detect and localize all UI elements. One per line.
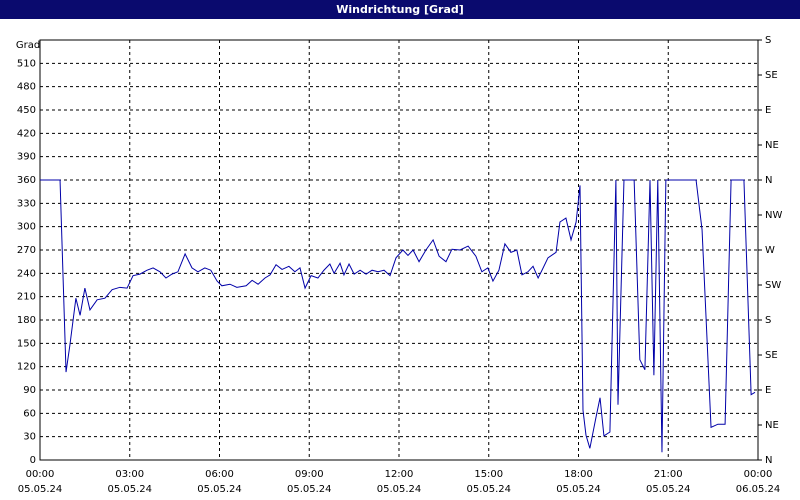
data-line [40, 179, 756, 453]
x-tick-label: 06:00 [205, 469, 234, 480]
y-tick-label: 450 [17, 105, 36, 116]
y-tick-label: 30 [23, 432, 36, 443]
y-tick-label: 120 [17, 362, 36, 373]
y2-tick-label: S [765, 315, 771, 326]
title-bar [0, 0, 800, 19]
chart-title: Windrichtung [Grad] [336, 3, 464, 16]
y2-tick-label: E [765, 105, 771, 116]
x-tick-date: 06.05.24 [736, 484, 781, 495]
y-tick-label: 0 [30, 455, 36, 466]
x-tick-date: 05.05.24 [377, 484, 422, 495]
x-tick-label: 12:00 [385, 469, 414, 480]
y2-tick-label: NE [765, 140, 779, 151]
y-tick-label: 420 [17, 128, 36, 139]
y-tick-label: 150 [17, 338, 36, 349]
x-tick-label: 09:00 [295, 469, 324, 480]
y2-tick-label: N [765, 175, 772, 186]
x-tick-label: 21:00 [654, 469, 683, 480]
y-tick-label: 60 [23, 408, 36, 419]
x-tick-label: 18:00 [564, 469, 593, 480]
y2-tick-label: W [765, 245, 775, 256]
y-tick-label: 180 [17, 315, 36, 326]
y2-tick-label: SE [765, 350, 778, 361]
x-tick-date: 05.05.24 [466, 484, 511, 495]
y-axis-label: Grad [16, 40, 40, 51]
x-tick-label: 03:00 [115, 469, 144, 480]
y-tick-label: 240 [17, 268, 36, 279]
x-tick-date: 05.05.24 [287, 484, 332, 495]
y-tick-label: 300 [17, 222, 36, 233]
x-tick-date: 05.05.24 [18, 484, 63, 495]
x-tick-label: 00:00 [26, 469, 55, 480]
x-tick-label: 00:00 [744, 469, 773, 480]
x-tick-date: 05.05.24 [556, 484, 601, 495]
y-tick-label: 480 [17, 82, 36, 93]
y2-tick-label: N [765, 455, 772, 466]
y-tick-label: 360 [17, 175, 36, 186]
y-tick-label: 390 [17, 152, 36, 163]
y-tick-label: 510 [17, 58, 36, 69]
y2-tick-label: SW [765, 280, 781, 291]
y-tick-label: 210 [17, 292, 36, 303]
y-tick-label: 270 [17, 245, 36, 256]
x-tick-date: 05.05.24 [107, 484, 152, 495]
y2-tick-label: E [765, 385, 771, 396]
x-tick-date: 05.05.24 [646, 484, 691, 495]
x-tick-date: 05.05.24 [197, 484, 242, 495]
y2-tick-label: NW [765, 210, 782, 221]
y-tick-label: 330 [17, 198, 36, 209]
y2-tick-label: SE [765, 70, 778, 81]
y-tick-label: 90 [23, 385, 36, 396]
y2-tick-label: NE [765, 420, 779, 431]
y2-tick-label: S [765, 35, 771, 46]
x-tick-label: 15:00 [474, 469, 503, 480]
